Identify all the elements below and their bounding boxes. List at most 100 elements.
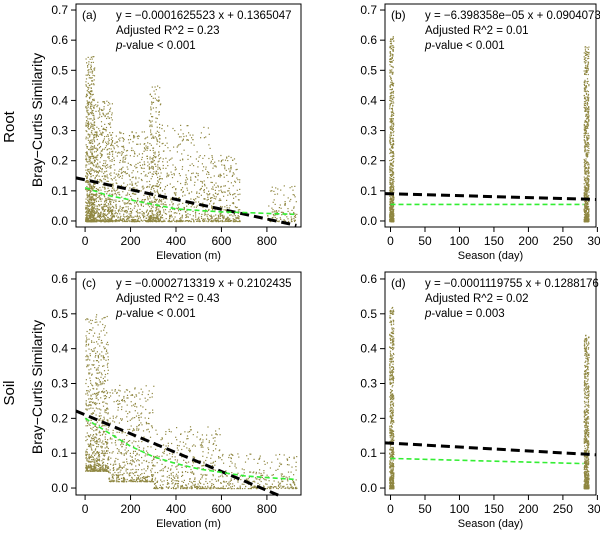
data-point [228,207,230,209]
data-point [160,200,162,202]
data-point [86,103,88,105]
data-point [93,461,95,463]
data-point [100,445,102,447]
data-point [92,98,94,101]
data-point [217,186,219,188]
data-point [392,144,395,146]
data-point [389,166,391,169]
data-point [156,174,158,176]
data-point [153,216,155,218]
data-point [92,197,94,199]
data-point [393,190,395,192]
data-point [584,133,587,135]
data-point [171,157,173,159]
data-point [584,79,586,81]
data-point [86,107,88,109]
data-point [389,168,391,171]
data-point [99,460,101,462]
data-point [96,394,98,396]
data-point [89,372,91,374]
data-point [153,171,155,173]
data-point [108,153,110,155]
data-point [88,193,90,195]
data-point [197,160,199,162]
data-point [137,137,139,140]
data-point [109,203,112,205]
data-point [96,421,98,423]
data-point [107,177,109,179]
data-point [102,219,104,221]
data-point [195,211,197,213]
data-point [95,194,97,196]
data-point [392,100,394,102]
data-point [149,184,151,186]
data-point [101,351,103,353]
data-point [168,221,170,223]
data-point [223,216,225,218]
data-point [90,126,92,128]
data-point [93,460,95,462]
data-point [393,124,395,126]
data-point [136,155,139,157]
data-point [214,161,216,163]
data-point [90,96,92,98]
data-point [179,213,181,215]
data-point [113,159,115,162]
data-point [98,451,100,453]
data-point [98,459,100,461]
data-point [103,356,105,359]
data-point [131,209,134,211]
data-point [87,134,89,136]
data-point [164,220,166,222]
data-point [95,208,97,210]
data-point [131,218,134,220]
data-point [85,457,87,459]
data-point [220,189,222,191]
data-point [161,143,163,145]
data-point [102,140,104,143]
data-point [156,216,158,218]
data-point [101,133,103,135]
data-point [584,146,586,148]
data-point [144,164,146,166]
data-point [150,208,152,210]
data-point [180,217,182,219]
data-point [137,171,139,173]
data-point [223,215,225,217]
data-point [102,466,104,468]
data-point [86,153,88,155]
data-point [109,103,111,105]
data-point [103,160,105,162]
data-point [85,218,87,220]
data-point [127,208,130,210]
data-point [588,152,590,154]
data-point [126,209,128,212]
data-point [389,176,391,178]
data-point [146,181,148,183]
data-point [102,357,104,359]
data-point [276,193,279,195]
data-point [106,191,108,193]
data-point [223,209,225,211]
data-point [85,105,87,108]
data-point [87,355,89,357]
data-point [137,143,139,145]
data-point [85,58,87,60]
data-point [94,204,96,206]
data-point [291,209,293,211]
data-point [151,124,153,126]
data-point [124,211,126,213]
data-point [392,142,395,144]
data-point [143,219,145,221]
data-point [90,139,92,141]
data-point [96,162,99,164]
data-point [588,167,590,169]
data-point [91,83,93,85]
data-point [390,182,392,184]
data-point [89,197,91,199]
data-point [87,199,89,201]
data-point [193,144,195,146]
data-point [158,134,160,136]
data-point [93,194,95,196]
data-point [393,186,395,188]
